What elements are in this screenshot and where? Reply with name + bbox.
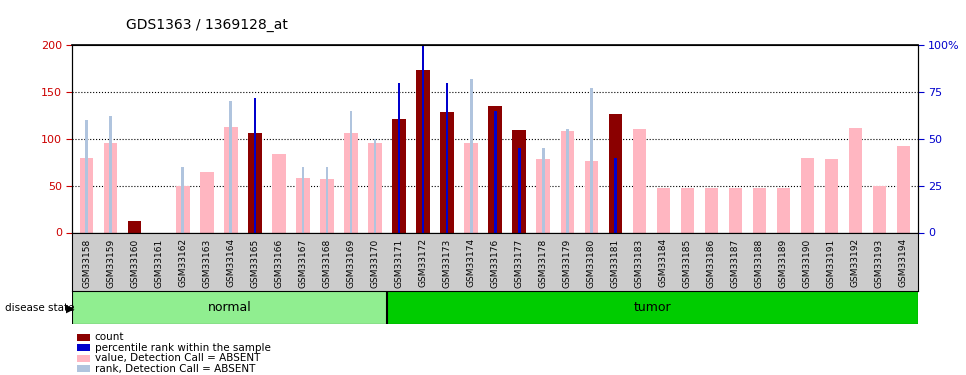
Bar <box>704 188 718 232</box>
Text: normal: normal <box>208 302 251 314</box>
Bar <box>374 139 377 232</box>
Text: GSM33163: GSM33163 <box>203 238 212 288</box>
Bar <box>825 159 838 232</box>
Text: GSM33166: GSM33166 <box>274 238 283 288</box>
Text: GSM33193: GSM33193 <box>875 238 884 288</box>
Bar <box>416 70 430 232</box>
Bar <box>368 144 382 232</box>
Text: GSM33164: GSM33164 <box>226 238 236 287</box>
Bar <box>345 133 357 232</box>
Bar <box>200 172 213 232</box>
Text: GSM33181: GSM33181 <box>611 238 619 288</box>
Text: GSM33171: GSM33171 <box>394 238 404 288</box>
Text: GSM33183: GSM33183 <box>635 238 643 288</box>
Text: GSM33167: GSM33167 <box>298 238 307 288</box>
Bar <box>542 148 545 232</box>
Text: disease state: disease state <box>5 303 74 313</box>
Bar <box>609 114 622 232</box>
Bar <box>177 186 189 232</box>
Bar <box>440 112 454 232</box>
Text: GSM33180: GSM33180 <box>586 238 596 288</box>
Text: GSM33189: GSM33189 <box>779 238 787 288</box>
Text: GSM33165: GSM33165 <box>250 238 260 288</box>
Bar <box>536 159 550 232</box>
Bar <box>589 88 592 232</box>
Bar <box>566 129 569 232</box>
Bar <box>584 161 598 232</box>
Bar <box>613 158 616 232</box>
Text: GSM33169: GSM33169 <box>347 238 355 288</box>
Text: GSM33173: GSM33173 <box>442 238 451 288</box>
Text: GSM33192: GSM33192 <box>851 238 860 287</box>
Bar <box>753 188 766 232</box>
Bar <box>272 154 286 232</box>
Bar <box>494 111 497 232</box>
Bar <box>350 111 353 232</box>
Text: GSM33187: GSM33187 <box>730 238 740 288</box>
Bar <box>104 144 118 232</box>
Bar <box>849 128 862 232</box>
Text: tumor: tumor <box>634 302 671 314</box>
Text: GSM33161: GSM33161 <box>155 238 163 288</box>
Bar <box>248 133 262 232</box>
Bar <box>489 106 501 232</box>
Text: GSM33160: GSM33160 <box>130 238 139 288</box>
Bar <box>560 131 574 232</box>
Text: ▶: ▶ <box>66 303 74 313</box>
Bar <box>392 119 406 232</box>
Text: GSM33185: GSM33185 <box>683 238 692 288</box>
Bar <box>128 221 141 232</box>
Text: GSM33184: GSM33184 <box>659 238 668 287</box>
Bar <box>421 41 424 232</box>
Bar <box>72 291 387 324</box>
Text: GSM33162: GSM33162 <box>179 238 187 287</box>
Bar <box>896 146 910 232</box>
Bar <box>301 167 304 232</box>
Text: GSM33190: GSM33190 <box>803 238 811 288</box>
Bar <box>513 130 526 232</box>
Text: rank, Detection Call = ABSENT: rank, Detection Call = ABSENT <box>95 364 255 374</box>
Text: GSM33158: GSM33158 <box>82 238 92 288</box>
Bar <box>321 179 333 232</box>
Bar <box>681 188 694 232</box>
Text: GDS1363 / 1369128_at: GDS1363 / 1369128_at <box>126 18 288 32</box>
Bar <box>182 167 185 232</box>
Bar <box>230 101 233 232</box>
Text: GSM33172: GSM33172 <box>418 238 428 287</box>
Bar <box>633 129 645 232</box>
Text: GSM33159: GSM33159 <box>106 238 115 288</box>
Bar <box>80 158 94 232</box>
Bar <box>326 167 328 232</box>
Text: GSM33177: GSM33177 <box>515 238 524 288</box>
Bar <box>801 158 813 232</box>
Text: GSM33176: GSM33176 <box>491 238 499 288</box>
Bar <box>85 120 88 232</box>
Text: percentile rank within the sample: percentile rank within the sample <box>95 343 270 352</box>
Bar <box>777 188 790 232</box>
Text: GSM33174: GSM33174 <box>467 238 475 287</box>
Text: value, Detection Call = ABSENT: value, Detection Call = ABSENT <box>95 353 260 363</box>
Bar <box>445 82 448 232</box>
Bar <box>465 144 477 232</box>
Text: GSM33170: GSM33170 <box>371 238 380 288</box>
Bar <box>297 178 309 232</box>
Bar <box>253 98 256 232</box>
Bar <box>224 127 238 232</box>
Bar <box>872 186 886 232</box>
Bar <box>109 116 112 232</box>
Text: GSM33194: GSM33194 <box>898 238 908 287</box>
Bar <box>518 148 521 232</box>
Text: GSM33191: GSM33191 <box>827 238 836 288</box>
Bar <box>657 188 669 232</box>
Bar <box>398 82 401 232</box>
Text: GSM33168: GSM33168 <box>323 238 331 288</box>
Text: GSM33186: GSM33186 <box>707 238 716 288</box>
Bar <box>469 79 472 232</box>
Bar <box>387 291 918 324</box>
Text: GSM33188: GSM33188 <box>754 238 764 288</box>
Text: GSM33179: GSM33179 <box>562 238 572 288</box>
Text: GSM33178: GSM33178 <box>539 238 548 288</box>
Bar <box>728 188 742 232</box>
Text: count: count <box>95 332 125 342</box>
